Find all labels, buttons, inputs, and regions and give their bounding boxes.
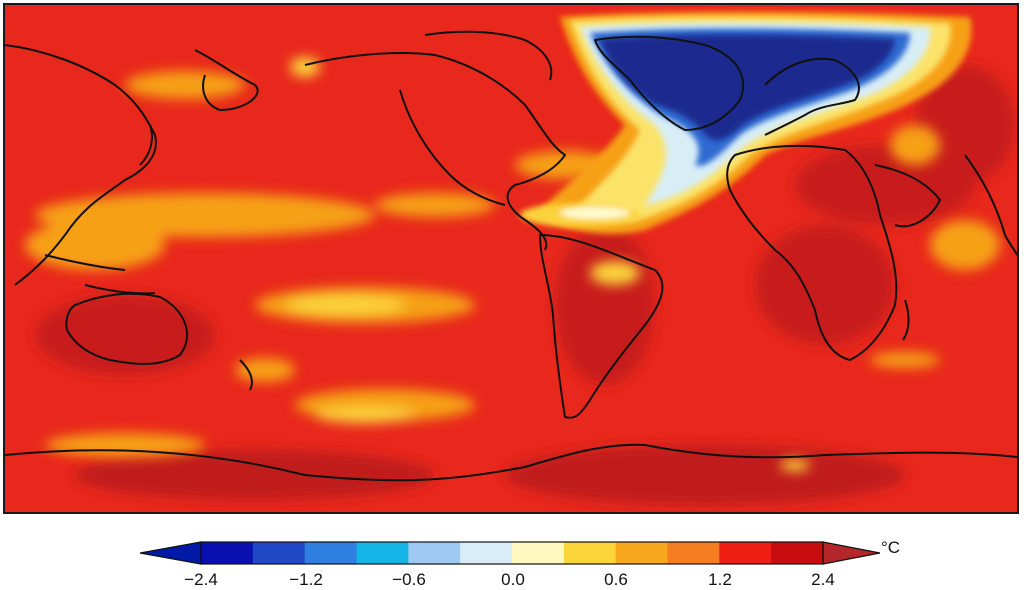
tick-label: 0.6 [604,570,628,589]
colorbar-cell [512,542,565,564]
tick-label: −1.2 [289,570,323,589]
colorbar-cell [719,542,772,564]
new-zealand-coast [239,359,253,391]
colorbar-cell [356,542,409,564]
north-atlantic-cold-anomaly [535,11,972,235]
colorbar-cell [563,542,617,564]
tick-label: 0.0 [501,570,525,589]
antarctica-coast [5,443,1017,482]
arabia-coast [874,164,941,228]
coastlines [5,30,1017,482]
japan-coast [139,124,153,166]
colorbar [140,541,880,565]
colorbar-over-outline [822,541,880,565]
dark-warm-patches [35,65,1015,505]
tick-label: 2.4 [811,570,835,589]
map-svg [5,5,1017,512]
africa-coast [726,144,898,361]
caribbean-neutral-band [520,203,640,227]
indonesia-coast-b [84,284,156,295]
scandinavia-coast [764,57,860,136]
tick-label: −2.4 [184,570,218,589]
india-coast [964,154,1017,256]
south-america-coast [539,234,664,419]
tick-label: 1.2 [708,570,732,589]
greenland-coast [594,35,745,131]
warm-low-bands [25,57,1000,471]
north-america-coast [304,52,566,251]
colorbar-cell [771,542,824,564]
temperature-anomaly-map [3,3,1019,514]
colorbar-under-arrow [140,542,201,564]
canadian-arctic-coast [424,30,553,81]
kamchatka-coast [194,49,259,111]
colorbar-cell [252,542,306,564]
madagascar-coast [902,299,910,341]
colorbar-cell [408,542,461,564]
colorbar-cell [304,542,357,564]
colorbar-unit: °C [881,538,901,557]
colorbar-cell [615,542,668,564]
colorbar-over-arrow [823,542,880,564]
colorbar-cell [201,542,254,564]
colorbar-under-outline [140,541,202,565]
tick-label: −0.6 [392,570,426,589]
colorbar-cells [201,542,824,564]
australia-coast [65,292,189,365]
north-america-west-coast [399,89,506,206]
indonesia-coast-a [44,254,126,271]
colorbar-cell [460,542,513,564]
colorbar-cell [667,542,720,564]
asia-coast [5,44,157,286]
